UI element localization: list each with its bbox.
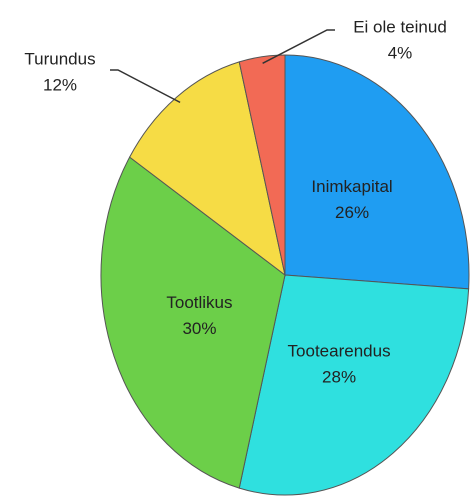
- slice-label: Turundus: [24, 49, 95, 68]
- slice-value-label: 28%: [322, 367, 356, 386]
- pie-slice: [284, 54, 470, 290]
- pie-slice: [238, 54, 286, 276]
- slice-value-label: 30%: [182, 319, 216, 338]
- slice-label: Tootearendus: [288, 341, 391, 360]
- pie-slice: [129, 61, 286, 277]
- leader-line: [110, 69, 181, 104]
- slice-label: Inimkapital: [311, 177, 392, 196]
- slice-value-label: 12%: [43, 75, 77, 94]
- slice-value-label: 4%: [388, 43, 413, 62]
- pie-slice: [238, 274, 470, 496]
- leader-line: [262, 29, 335, 64]
- slice-value-label: 26%: [335, 203, 369, 222]
- slice-label: Tootlikus: [166, 293, 232, 312]
- slice-label: Ei ole teinud: [353, 17, 447, 36]
- pie-slice: [100, 156, 286, 489]
